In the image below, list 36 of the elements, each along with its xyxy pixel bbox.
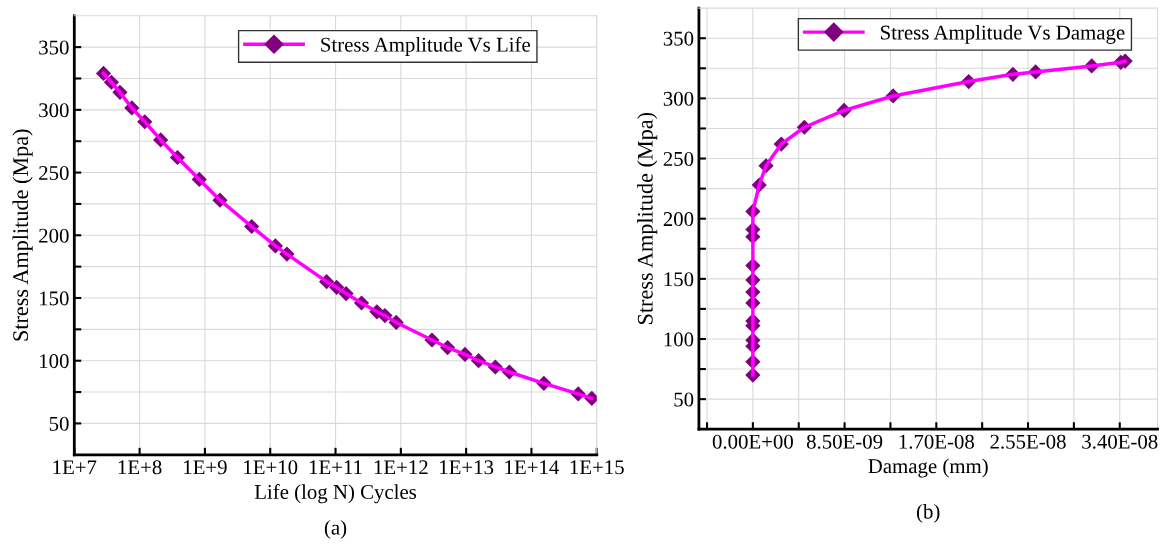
y-tick-label: 100 [40, 354, 69, 369]
x-tick-label: 1E+11 [309, 460, 362, 475]
y-tick-label: 200 [39, 228, 69, 243]
x-axis-title: Damage (mm) [868, 458, 988, 478]
x-tick-label: 1E+12 [374, 460, 428, 475]
y-tick-label: 50 [49, 416, 69, 431]
x-tick-label: 1E+13 [440, 460, 494, 475]
x-tick-label: 1E+7 [53, 460, 97, 475]
x-tick-label: 3.40E-08 [1082, 434, 1158, 449]
x-tick-label: 2.55E-08 [990, 434, 1066, 449]
y-tick-label: 350 [663, 31, 694, 46]
y-tick-label: 300 [663, 91, 694, 106]
y-tick-label: 250 [663, 151, 694, 166]
x-tick-label: 8.50E-09 [806, 434, 883, 449]
x-tick-label: 1E+9 [184, 460, 227, 475]
x-tick-label: 1E+8 [118, 460, 162, 475]
y-tick-label: 200 [663, 212, 694, 227]
x-axis-title: Life (log N) Cycles [254, 484, 417, 504]
x-tick-label: 1E+15 [570, 460, 624, 475]
y-tick-label: 300 [39, 103, 69, 118]
y-tick-label: 350 [39, 40, 69, 55]
x-tick-label: 1E+10 [244, 460, 298, 475]
y-tick-label: 150 [664, 272, 694, 287]
legend-label: Stress Amplitude Vs Life [321, 36, 530, 56]
y-axis-title: Stress Amplitude (Mpa) [637, 112, 658, 324]
x-tick-label: 0.00E+00 [712, 434, 793, 449]
text: (a) [324, 519, 347, 539]
x-tick-label: 1E+14 [505, 460, 559, 475]
y-tick-label: 50 [674, 392, 694, 407]
y-axis-title: Stress Amplitude (Mpa) [12, 129, 33, 341]
text: (b) [916, 503, 940, 523]
x-tick-label: 1.70E-08 [899, 434, 974, 449]
y-tick-label: 100 [664, 332, 694, 347]
y-tick-label: 150 [40, 291, 69, 306]
legend-label: Stress Amplitude Vs Damage [881, 24, 1125, 44]
y-tick-label: 250 [39, 165, 69, 180]
